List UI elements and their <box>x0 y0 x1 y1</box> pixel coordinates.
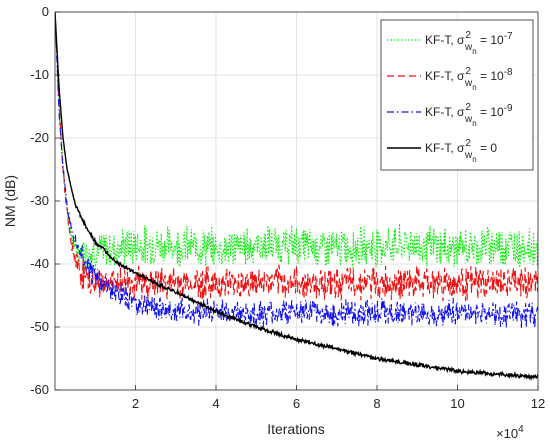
legend-label-3: KF-T, σ2 wn = 10-9 <box>425 102 513 128</box>
x-axis: 2 4 6 8 10 12 <box>132 385 545 411</box>
legend: KF-T, σ2 wn = 10-7 KF-T, σ2 wn = 10-8 KF-T, … <box>380 19 534 171</box>
series-line-3 <box>55 12 538 329</box>
y-tick-label: -40 <box>30 256 49 271</box>
x-tick-label: 12 <box>531 396 545 411</box>
x-axis-label: Iterations <box>267 421 325 437</box>
x-tick-label: 6 <box>293 396 300 411</box>
y-tick-label: -10 <box>30 67 49 82</box>
legend-label-2: KF-T, σ2 wn = 10-8 <box>425 66 513 92</box>
y-axis: 0 -10 -20 -30 -40 -50 -60 <box>30 4 60 397</box>
y-tick-label: -20 <box>30 130 49 145</box>
x-tick-label: 10 <box>450 396 464 411</box>
data-series <box>55 12 538 381</box>
x-tick-label: 4 <box>212 396 219 411</box>
legend-label-1: KF-T, σ2 wn = 10-7 <box>425 30 513 56</box>
legend-box <box>380 19 534 171</box>
y-tick-label: -30 <box>30 193 49 208</box>
series-line-2 <box>55 12 538 302</box>
x-axis-exponent: ×104 <box>496 424 524 441</box>
x-tick-label: 8 <box>373 396 380 411</box>
y-axis-label: NM (dB) <box>2 175 18 227</box>
y-tick-label: -60 <box>30 382 49 397</box>
series-line-4 <box>55 12 538 381</box>
legend-label-4: KF-T, σ2 wn = 0 <box>425 138 497 164</box>
y-tick-label: 0 <box>42 4 49 19</box>
y-tick-label: -50 <box>30 319 49 334</box>
x-tick-label: 2 <box>132 396 139 411</box>
